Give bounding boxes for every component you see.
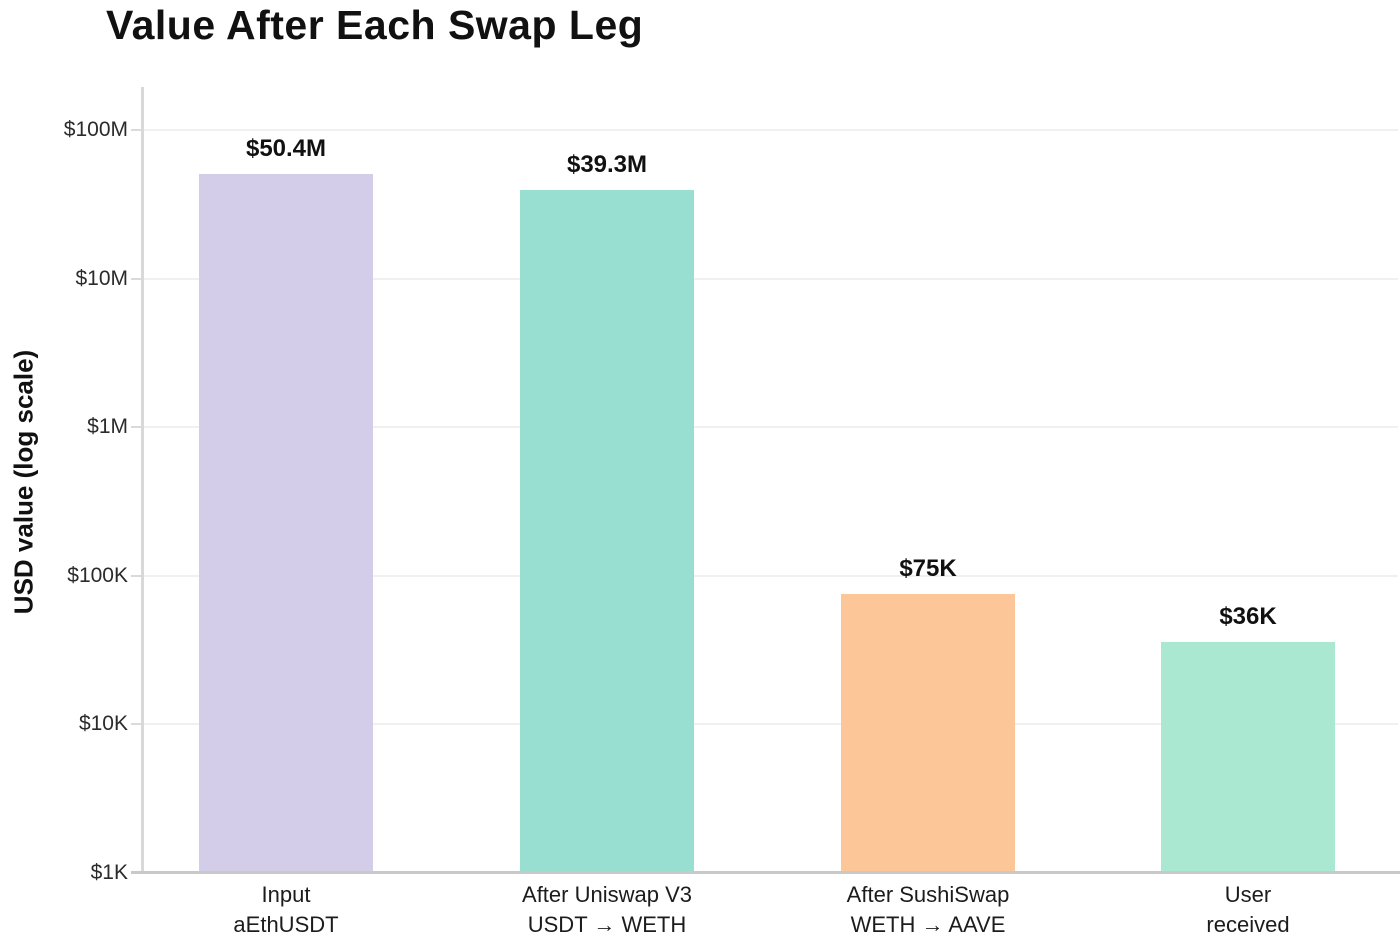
gridline — [142, 574, 1398, 577]
x-tick-label-line: Input — [261, 882, 311, 907]
x-tick-label-line: received — [1206, 912, 1290, 937]
gridline — [142, 426, 1398, 429]
x-axis-line — [131, 871, 1400, 874]
y-tick-label: $10K — [78, 712, 128, 736]
bar-value-label: $39.3M — [566, 151, 648, 179]
bar-value-label: $75K — [899, 555, 957, 583]
x-tick-label-line: After SushiSwap — [846, 882, 1010, 907]
bar-0 — [199, 174, 373, 871]
x-tick-label-line: USDT → WETH — [527, 912, 687, 937]
y-axis-tick — [131, 277, 142, 280]
y-tick-label: $1K — [90, 861, 128, 884]
x-tick-label-line: aEthUSDT — [233, 912, 339, 937]
chart-title: Value After Each Swap Leg — [106, 2, 644, 48]
x-tick-label: Input aEthUSDT — [233, 880, 338, 940]
gridline — [142, 277, 1398, 280]
bar-value-label: $50.4M — [245, 135, 327, 163]
bar-3 — [1161, 641, 1335, 871]
x-tick-label-line: WETH → AAVE — [850, 912, 1006, 937]
gridline — [142, 723, 1398, 726]
y-tick-label: $100K — [67, 563, 128, 587]
x-tick-label-line: User — [1224, 882, 1272, 907]
gridline — [142, 129, 1398, 131]
y-tick-label: $10M — [75, 266, 128, 290]
x-tick-label: After SushiSwap WETH → AAVE — [847, 880, 1010, 940]
y-axis-tick — [131, 426, 142, 429]
x-tick-label: After Uniswap V3 USDT → WETH — [522, 880, 692, 940]
y-tick-label: $1M — [87, 415, 128, 439]
bar-value-label: $36K — [1219, 602, 1277, 630]
x-tick-label: User received — [1206, 880, 1289, 940]
y-axis-tick — [131, 723, 142, 726]
y-axis-tick — [131, 574, 142, 577]
y-axis-tick — [131, 129, 142, 131]
bar-2 — [841, 594, 1015, 871]
x-tick-label-line: After Uniswap V3 — [522, 882, 692, 907]
bar-1 — [520, 190, 694, 871]
y-tick-label: $100M — [63, 118, 128, 141]
y-axis-line — [141, 87, 144, 873]
